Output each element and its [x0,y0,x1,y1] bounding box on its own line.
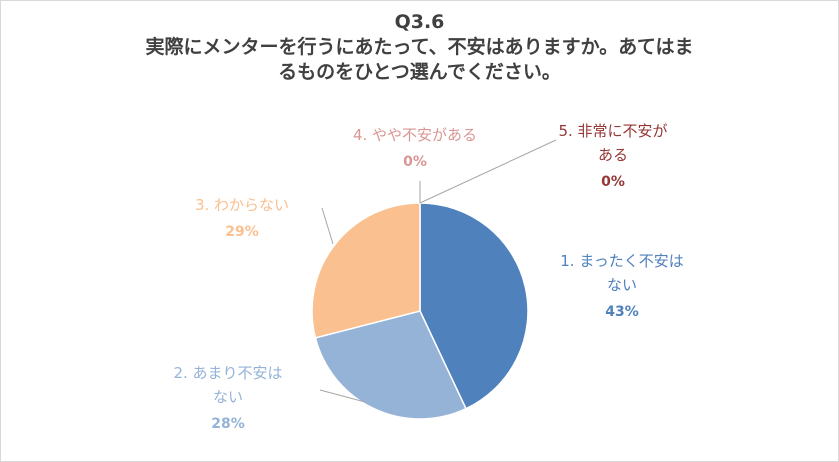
pie-slice-2 [314,310,467,420]
slice-value-label-5: 0% [601,174,625,190]
slice-label-3-line-1: 3. わからない [195,196,289,214]
slice-label-2-line-2: ない [213,388,243,406]
pie-slice-3 [311,202,421,339]
slice-label-4-line-1: 4. やや不安がある [353,126,477,144]
chart-title-line-1: Q3.6 [394,11,445,33]
slice-label-1-line-1: 1. まったく不安は [560,252,683,270]
slice-label-5-line-1: 5. 非常に不安が [558,122,667,140]
slice-value-label-1: 43% [605,304,639,320]
pie-slice-1 [419,202,529,410]
leader-line-3 [321,207,334,245]
slice-label-1-line-2: ない [607,276,637,294]
chart-title-line-3: るものをひとつ選んでください。 [278,61,561,83]
slice-label-2-line-1: 2. あまり不安は [173,364,282,382]
slice-value-label-4: 0% [403,154,427,170]
slice-value-label-2: 28% [211,416,245,432]
leader-line-2 [319,389,366,403]
leader-line-5 [419,139,557,204]
slice-label-5-line-2: ある [598,146,628,164]
chart-title-line-2: 実際にメンターを行うにあたって、不安はありますか。あてはま [145,36,694,58]
chart-title: Q3.6 実際にメンターを行うにあたって、不安はありますか。あてはま るものをひ… [0,10,839,85]
slice-value-label-3: 29% [225,224,259,240]
